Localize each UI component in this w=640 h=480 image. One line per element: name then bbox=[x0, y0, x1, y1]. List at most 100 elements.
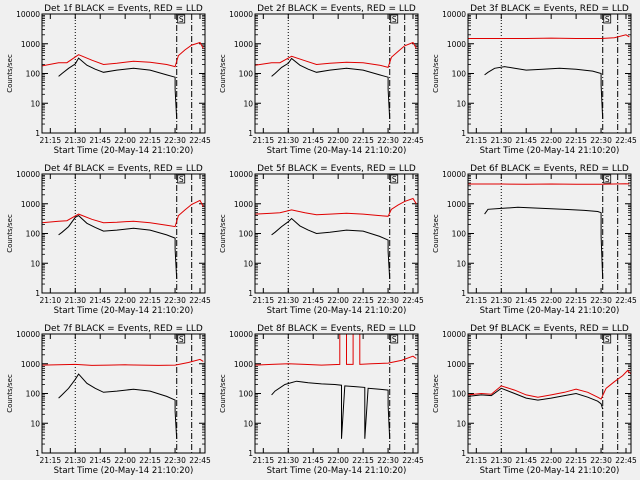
detector-panel-1: Det 1f BLACK = Events, RED = LLD 1 10 100 10… bbox=[6, 4, 211, 156]
series-line-events bbox=[58, 373, 178, 439]
y-axis-title: Counts/sec bbox=[219, 54, 227, 93]
y-tick-label: 10000 bbox=[442, 170, 466, 179]
x-tick-label: 22:45 bbox=[189, 296, 211, 305]
y-tick-label: 1000 bbox=[234, 360, 253, 369]
x-tick-label: 22:45 bbox=[402, 136, 424, 145]
x-tick-label: 22:00 bbox=[540, 296, 562, 305]
marker-label: S bbox=[605, 335, 610, 344]
x-tick-label: 21:45 bbox=[302, 136, 324, 145]
series-line-lld bbox=[254, 333, 417, 366]
y-axis-title: Counts/sec bbox=[6, 374, 14, 413]
x-tick-label: 22:00 bbox=[114, 296, 136, 305]
x-tick-label: 22:30 bbox=[377, 136, 399, 145]
y-tick-label: 100 bbox=[26, 70, 41, 79]
x-tick-label: 22:15 bbox=[139, 456, 161, 465]
panel-title: Det 5f BLACK = Events, RED = LLD bbox=[257, 164, 416, 174]
y-tick-label: 10 bbox=[243, 99, 253, 108]
x-tick-label: 22:00 bbox=[114, 136, 136, 145]
x-axis-title: Start Time (20-May-14 21:10:20) bbox=[480, 466, 620, 476]
panel-title: Det 8f BLACK = Events, RED = LLD bbox=[257, 324, 416, 334]
x-tick-label: 22:00 bbox=[327, 296, 349, 305]
y-axis-title: Counts/sec bbox=[432, 54, 440, 93]
y-tick-label: 1 bbox=[35, 289, 40, 298]
marker-label-box bbox=[603, 174, 612, 184]
x-tick-label: 21:45 bbox=[302, 296, 324, 305]
detector-panel-5: Det 5f BLACK = Events, RED = LLD 1 10 100 10… bbox=[219, 164, 424, 316]
y-tick-label: 1000 bbox=[21, 200, 40, 209]
x-tick-label: 21:45 bbox=[89, 136, 111, 145]
series-line-events bbox=[58, 214, 178, 279]
x-tick-label: 22:30 bbox=[590, 296, 612, 305]
y-tick-label: 10 bbox=[243, 419, 253, 428]
series-line-events bbox=[467, 387, 604, 410]
series-line-lld bbox=[254, 41, 417, 69]
y-tick-label: 10000 bbox=[442, 330, 466, 339]
plot-frame bbox=[254, 173, 419, 294]
series-line-lld bbox=[41, 358, 204, 366]
marker-label-box bbox=[390, 14, 399, 24]
marker-label: S bbox=[392, 15, 397, 24]
series-line-events bbox=[271, 380, 391, 439]
x-tick-label: 22:30 bbox=[164, 136, 186, 145]
y-tick-label: 1 bbox=[248, 129, 253, 138]
x-tick-label: 21:10 bbox=[40, 296, 62, 305]
x-tick-label: 22:45 bbox=[189, 456, 211, 465]
x-tick-label: 21:15 bbox=[466, 296, 488, 305]
x-tick-label: 21:15 bbox=[40, 456, 62, 465]
x-tick-label: 21:30 bbox=[64, 296, 86, 305]
x-tick-label: 22:30 bbox=[590, 136, 612, 145]
series-line-lld bbox=[41, 199, 204, 228]
panel-title: Det 7f BLACK = Events, RED = LLD bbox=[44, 324, 203, 334]
y-tick-label: 1 bbox=[461, 129, 466, 138]
x-tick-label: 22:00 bbox=[540, 456, 562, 465]
panel-title: Det 3f BLACK = Events, RED = LLD bbox=[470, 4, 629, 14]
x-tick-label: 21:45 bbox=[515, 456, 537, 465]
y-tick-label: 100 bbox=[239, 70, 254, 79]
y-axis-title: Counts/sec bbox=[6, 54, 14, 93]
x-tick-label: 22:15 bbox=[352, 296, 374, 305]
y-tick-label: 1 bbox=[248, 449, 253, 458]
marker-label: S bbox=[605, 175, 610, 184]
x-tick-label: 21:30 bbox=[277, 456, 299, 465]
marker-label: S bbox=[179, 15, 184, 24]
x-tick-label: 22:15 bbox=[565, 456, 587, 465]
y-axis-title: Counts/sec bbox=[6, 214, 14, 253]
x-tick-label: 21:15 bbox=[40, 136, 62, 145]
y-tick-label: 10000 bbox=[229, 10, 253, 19]
plot-frame bbox=[467, 13, 632, 134]
x-tick-label: 22:45 bbox=[402, 456, 424, 465]
marker-label: S bbox=[179, 175, 184, 184]
x-tick-label: 21:45 bbox=[89, 456, 111, 465]
y-axis-title: Counts/sec bbox=[432, 214, 440, 253]
y-tick-label: 10000 bbox=[229, 170, 253, 179]
panel-title: Det 1f BLACK = Events, RED = LLD bbox=[44, 4, 203, 14]
x-tick-label: 22:45 bbox=[615, 296, 637, 305]
x-tick-label: 22:15 bbox=[139, 296, 161, 305]
y-tick-label: 1000 bbox=[447, 200, 466, 209]
y-tick-label: 100 bbox=[452, 230, 467, 239]
y-tick-label: 1000 bbox=[234, 40, 253, 49]
x-axis-title: Start Time (20-May-14 21:10:20) bbox=[267, 306, 407, 316]
y-tick-label: 1 bbox=[35, 129, 40, 138]
x-tick-label: 21:45 bbox=[89, 296, 111, 305]
x-tick-label: 21:30 bbox=[490, 456, 512, 465]
y-tick-label: 100 bbox=[26, 230, 41, 239]
y-tick-label: 10000 bbox=[229, 330, 253, 339]
x-axis-title: Start Time (20-May-14 21:10:20) bbox=[54, 306, 194, 316]
plot-frame bbox=[467, 173, 632, 294]
x-tick-label: 21:30 bbox=[277, 136, 299, 145]
marker-label-box bbox=[390, 174, 399, 184]
y-tick-label: 10 bbox=[456, 419, 466, 428]
panel-title: Det 6f BLACK = Events, RED = LLD bbox=[470, 164, 629, 174]
y-axis-title: Counts/sec bbox=[219, 374, 227, 413]
detector-panel-8: Det 8f BLACK = Events, RED = LLD 1 10 100 10… bbox=[219, 324, 424, 476]
detector-panel-6: Det 6f BLACK = Events, RED = LLD 1 10 100 10… bbox=[432, 164, 637, 316]
y-tick-label: 1000 bbox=[21, 360, 40, 369]
x-axis-title: Start Time (20-May-14 21:10:20) bbox=[54, 146, 194, 156]
detector-panel-7: Det 7f BLACK = Events, RED = LLD 1 10 100 10… bbox=[6, 324, 211, 476]
plot-frame bbox=[41, 173, 206, 294]
series-line-lld bbox=[41, 41, 204, 68]
y-tick-label: 10000 bbox=[16, 330, 40, 339]
series-line-lld bbox=[254, 197, 417, 217]
series-line-events bbox=[271, 217, 391, 279]
